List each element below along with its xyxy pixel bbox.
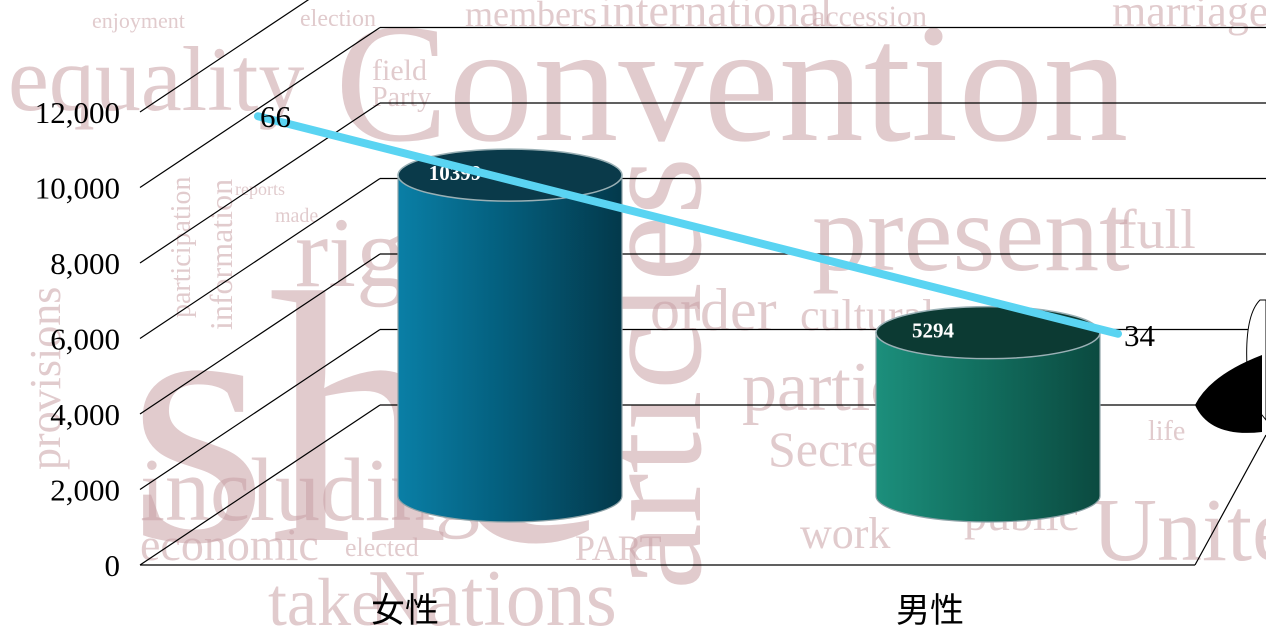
background-word: international [600,0,832,36]
y-tick-label: 0 [105,548,121,583]
background-word: work [800,509,890,558]
gridline-diagonal [139,329,381,490]
gridline-diagonal [139,0,310,113]
background-word: enjoyment [92,8,185,33]
background-word: Party [372,82,431,113]
background-word: made [275,205,318,227]
gridline-diagonal [139,178,381,339]
bar-top [875,305,1101,360]
background-word: reports [235,179,285,199]
background-word: field [372,54,427,87]
background-word: participation [166,176,197,318]
background-word: equality [8,28,304,130]
gridline-diagonal [139,404,381,566]
y-tick-label: 6,000 [50,322,120,357]
background-word-cloud: enjoyment election members internationalacc… [8,0,1266,631]
gridline-diagonal [139,27,381,188]
y-tick-label: 10,000 [35,171,120,206]
background-word: information [203,179,239,330]
gridline-diagonal [139,102,381,264]
bar-cylinder: 10399 [397,148,623,523]
partial-black-shape [1195,355,1262,433]
line-series-path [254,112,1122,338]
bar-body [875,332,1101,523]
line-point-label: 66 [260,99,291,134]
chart-decoration [1195,299,1266,433]
line-point-label: 34 [1124,318,1156,353]
x-axis-categories: 女性 男性 [371,591,964,631]
background-word: present [812,172,1130,294]
bar-cylinder: 5294 [875,305,1101,523]
y-tick-label: 2,000 [50,473,120,508]
y-tick-label: 12,000 [35,95,120,130]
background-word: economic [140,519,319,570]
background-word: members [465,0,597,34]
background-word: full [1118,199,1196,261]
chart-line-series: 66 34 [254,99,1156,353]
background-word: United [1092,481,1266,580]
bar-data-label: 5294 [912,319,955,343]
background-word: elected [345,533,419,562]
background-word: Convention [335,0,1128,177]
floor-right-edge [1194,434,1266,566]
y-tick-label: 4,000 [50,397,120,432]
x-category-label: 女性 [371,591,439,631]
y-tick-label: 8,000 [50,246,120,281]
background-word: PART [575,528,662,568]
background-word: Nations [368,555,617,631]
background-word: life [1148,416,1185,447]
background-word: order [650,277,777,343]
y-axis-ticks: 0 2,000 4,000 6,000 8,000 10,000 12,000 [35,95,120,583]
background-word: take [268,564,381,631]
bar-body [397,174,623,523]
x-category-label: 男性 [896,591,964,631]
background-word: provisions [21,287,70,470]
background-word: election [300,6,376,32]
background-word: marriage [1112,0,1266,36]
gridline-diagonal [139,253,381,415]
